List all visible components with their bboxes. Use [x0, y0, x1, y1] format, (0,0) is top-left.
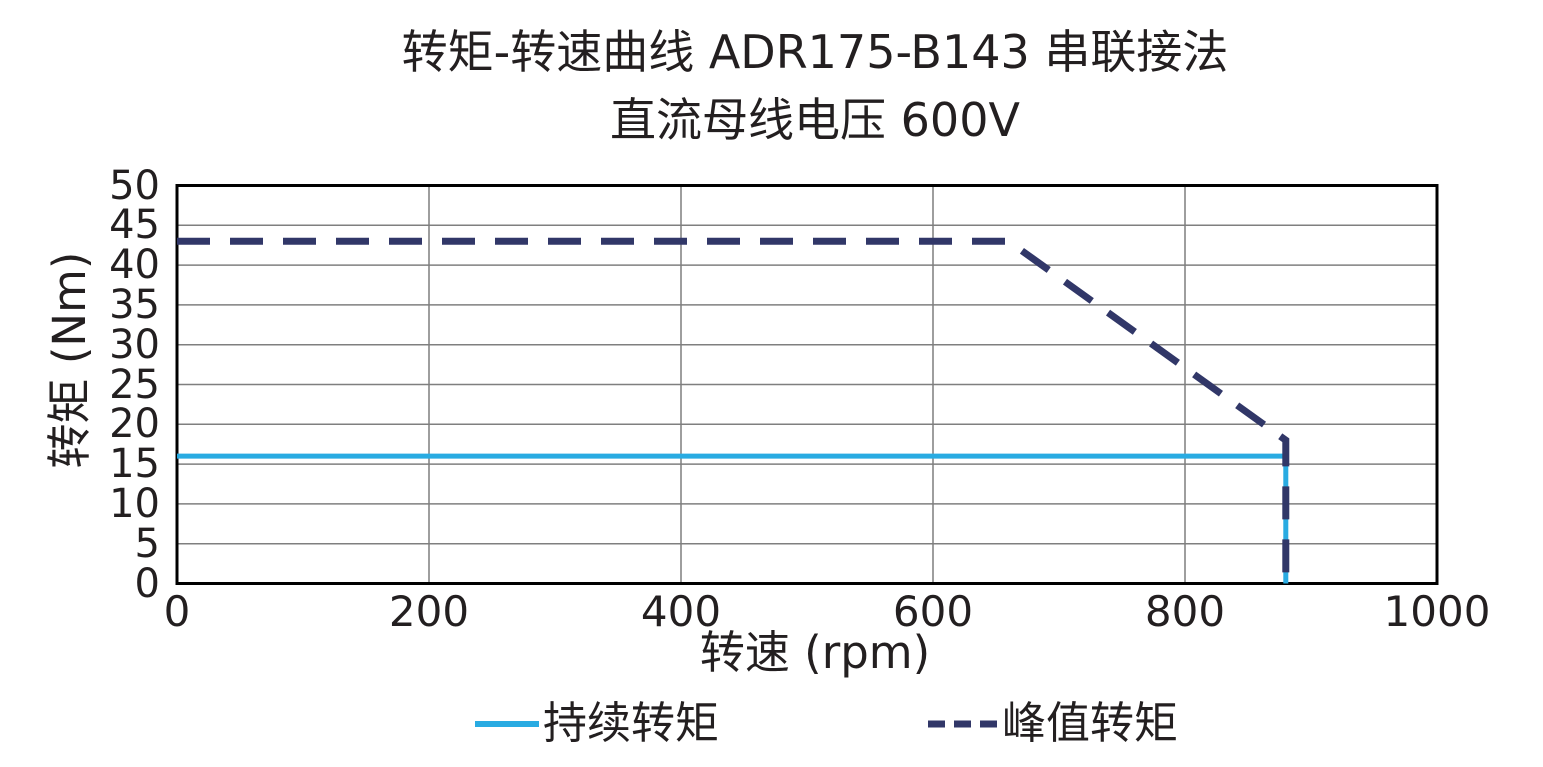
dashed-line-sample — [928, 720, 998, 728]
chart-title: 转矩-转速曲线 ADR175-B143 串联接法 — [401, 25, 1229, 79]
y-tick-label: 15 — [109, 441, 160, 488]
x-tick-label: 0 — [163, 587, 191, 636]
x-axis-title: 转速 (rpm) — [699, 626, 931, 679]
legend-label-continuous: 持续转矩 — [543, 698, 719, 749]
solid-line-sample — [475, 721, 539, 727]
x-tick-label: 400 — [640, 587, 722, 636]
y-tick-label: 20 — [109, 401, 160, 448]
y-tick-label: 10 — [109, 480, 160, 527]
series-line-1 — [177, 237, 1290, 584]
series-line-0 — [177, 453, 1289, 584]
plot-border — [175, 184, 1439, 585]
x-tick-label: 200 — [388, 587, 470, 636]
y-tick-label: 0 — [134, 560, 160, 607]
x-tick-label: 800 — [1144, 587, 1226, 636]
legend-item-continuous-torque: 持续转矩 — [475, 696, 719, 752]
y-tick-label: 40 — [109, 242, 160, 289]
y-tick-label: 25 — [109, 361, 160, 408]
y-tick-label: 30 — [109, 321, 160, 368]
legend-label-peak: 峰值转矩 — [1002, 698, 1178, 749]
y-tick-label: 5 — [134, 520, 160, 567]
y-tick-label: 50 — [109, 162, 160, 209]
legend-item-peak-torque: 峰值转矩 — [928, 696, 1178, 752]
x-tick-label: 1000 — [1383, 587, 1491, 636]
y-tick-label: 45 — [109, 202, 160, 249]
x-tick-label: 600 — [892, 587, 974, 636]
y-tick-label: 35 — [109, 281, 160, 328]
legend: 持续转矩 峰值转矩 — [0, 696, 1543, 752]
chart-subtitle: 直流母线电压 600V — [610, 93, 1020, 147]
